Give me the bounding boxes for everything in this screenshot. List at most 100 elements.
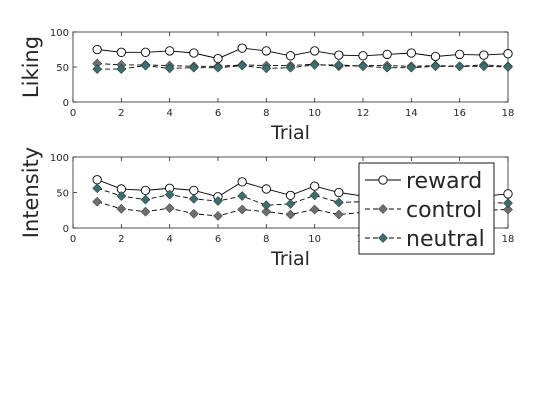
data-point-neutral	[140, 194, 151, 205]
data-point-neutral	[237, 191, 248, 201]
data-point-neutral	[285, 62, 296, 73]
data-point-reward	[261, 46, 271, 56]
x-tick-label: 8	[263, 234, 269, 245]
data-point-reward	[237, 43, 247, 53]
data-point-reward	[358, 51, 368, 61]
x-tick-label: 2	[118, 108, 124, 119]
y-tick-label: 100	[50, 153, 69, 164]
x-tick-label: 10	[308, 234, 321, 245]
x-tick-label: 4	[166, 108, 172, 119]
x-tick-label: 16	[453, 108, 466, 119]
legend-marker-reward	[378, 175, 388, 185]
data-point-neutral	[333, 197, 344, 208]
x-tick-label: 14	[405, 108, 418, 119]
data-point-reward	[503, 189, 513, 199]
data-point-neutral	[237, 60, 248, 71]
data-point-reward	[430, 51, 441, 62]
data-point-neutral	[503, 198, 513, 209]
x-tick-label: 18	[502, 234, 515, 245]
data-point-neutral	[164, 189, 175, 200]
data-point-reward	[237, 177, 247, 187]
y-tick-label: 0	[63, 98, 69, 109]
data-point-reward	[285, 190, 296, 200]
x-axis-label: Trial	[270, 248, 310, 270]
liking-chart: 0 2 4 6 8 10 12 14 16 18 0 50 100 Trial Liking	[19, 28, 514, 144]
series-line-reward	[97, 47, 509, 60]
data-point-control	[261, 206, 272, 217]
data-point-reward	[261, 184, 271, 194]
data-point-neutral	[430, 61, 441, 72]
data-point-reward	[140, 47, 151, 57]
data-point-control	[140, 206, 151, 217]
data-point-reward	[503, 49, 513, 59]
data-point-neutral	[406, 62, 417, 73]
data-point-neutral	[116, 191, 127, 201]
data-point-reward	[455, 49, 465, 60]
data-point-reward	[92, 44, 102, 55]
x-tick-label: 0	[70, 108, 76, 119]
data-point-reward	[406, 48, 416, 58]
data-point-control	[116, 203, 127, 214]
data-point-reward	[92, 175, 102, 185]
x-tick-label: 2	[118, 234, 124, 245]
y-tick-label: 50	[56, 63, 69, 74]
legend-label-reward: reward	[406, 169, 482, 194]
data-point-reward	[189, 185, 199, 196]
data-point-control	[237, 204, 248, 215]
x-tick-label: 8	[263, 108, 269, 119]
data-point-neutral	[503, 62, 513, 72]
x-tick-label: 18	[502, 108, 515, 119]
x-tick-label: 0	[70, 234, 76, 245]
x-tick-label: 6	[215, 108, 221, 119]
data-point-neutral	[213, 62, 223, 73]
legend-label-control: control	[406, 198, 482, 223]
y-tick-label: 0	[63, 224, 69, 235]
data-point-reward	[310, 181, 320, 191]
data-point-control	[285, 209, 296, 220]
data-point-reward	[165, 46, 175, 56]
x-axis-label: Trial	[270, 122, 310, 144]
data-point-neutral	[309, 190, 320, 201]
data-point-reward	[334, 50, 344, 60]
data-point-control	[503, 204, 513, 215]
chart-legend: reward control neutral	[358, 162, 495, 255]
data-point-neutral	[261, 200, 272, 211]
data-point-neutral	[358, 61, 368, 72]
data-point-control	[92, 196, 103, 207]
data-point-neutral	[164, 63, 175, 74]
data-point-reward	[285, 51, 296, 61]
data-point-control	[333, 209, 344, 220]
data-point-neutral	[478, 61, 489, 72]
data-point-reward	[140, 185, 151, 196]
y-axis-label: Intensity	[19, 147, 43, 238]
data-point-control	[309, 204, 320, 215]
data-point-neutral	[261, 63, 272, 74]
data-point-reward	[479, 50, 489, 60]
data-point-reward	[334, 187, 344, 198]
data-point-neutral	[188, 62, 199, 73]
x-tick-label: 10	[308, 108, 321, 119]
x-tick-label: 6	[215, 234, 221, 245]
series-line-control	[97, 63, 509, 67]
data-point-neutral	[92, 64, 103, 74]
y-tick-label: 50	[56, 189, 69, 200]
x-tick-label: 12	[357, 108, 370, 119]
data-point-neutral	[454, 61, 465, 72]
legend-marker-neutral	[378, 233, 388, 243]
legend-label-neutral: neutral	[406, 227, 485, 252]
y-axis-label: Liking	[19, 36, 43, 98]
data-point-control	[188, 208, 199, 219]
data-point-reward	[382, 49, 392, 60]
data-point-neutral	[116, 64, 127, 74]
data-point-control	[164, 203, 175, 214]
data-point-reward	[116, 47, 126, 57]
data-point-neutral	[333, 60, 344, 70]
data-point-neutral	[382, 62, 393, 73]
x-tick-label: 4	[166, 234, 172, 245]
data-point-control	[213, 211, 223, 221]
data-point-neutral	[188, 194, 199, 204]
series-line-neutral	[97, 64, 509, 70]
data-point-neutral	[140, 60, 151, 71]
legend-marker-control	[378, 204, 388, 214]
